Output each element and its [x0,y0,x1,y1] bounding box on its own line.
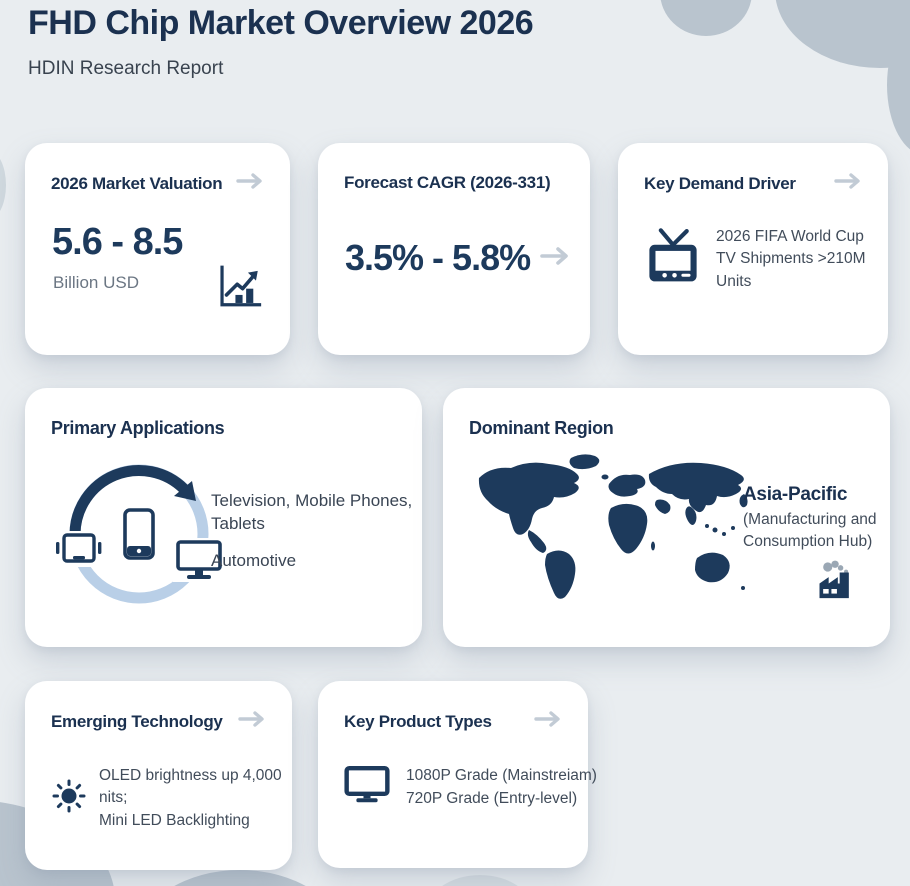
circular-arrow-icon [69,465,188,535]
background-blob [0,150,6,220]
arrow-right-icon [534,711,562,732]
background-blob [887,15,910,155]
device-cycle-diagram [51,446,227,627]
arrow-right-icon [540,246,570,270]
monitor-icon [173,538,225,582]
card-forecast-cagr: Forecast CAGR (2026-331) 3.5% - 5.8% [318,143,590,355]
applications-line2: Automotive [211,550,297,570]
card-demand-driver: Key Demand Driver 2026 FIFA Wo [618,143,888,355]
products-line2: 720P Grade (Entry-level) [406,789,578,807]
card-title: Dominant Region [469,418,614,438]
cagr-value: 3.5% - 5.8% [345,237,531,278]
valuation-value: 5.6 - 8.5 [52,221,183,263]
applications-line1: Television, Mobile Phones, Tablets [211,491,413,533]
factory-icon [814,556,858,605]
card-product-types: Key Product Types 1080P Grade (Mainstrei… [318,681,597,868]
card-primary-applications: Primary Applications [25,388,422,647]
region-name: Asia-Pacific [743,484,848,505]
demand-line2: TV Shipments >210M Units [716,250,866,290]
card-dominant-region: Dominant Region [443,388,890,647]
technology-line1: OLED brightness up 4,000 nits; [99,767,282,807]
card-title: Key Product Types [344,711,492,731]
monitor-icon [344,765,390,810]
page-subtitle: HDIN Research Report [28,58,224,79]
card-title: Primary Applications [51,418,225,438]
arrow-right-icon [238,711,266,732]
background-blob [425,875,535,886]
card-title: 2026 Market Valuation [51,173,223,193]
smartphone-icon [123,508,155,560]
products-line1: 1080P Grade (Mainstreiam) [406,767,597,785]
background-blob [140,870,340,886]
region-description: (Manufacturing and Consumption Hub) [743,511,877,550]
arrow-right-icon [834,173,862,194]
card-title: Emerging Technology [51,711,223,731]
card-market-valuation: 2026 Market Valuation 5.6 - 8.5 Billion … [25,143,290,355]
sun-led-icon [51,778,87,819]
card-emerging-technology: Emerging Technology OLED brightness [25,681,292,870]
tv-icon [644,225,702,294]
world-map [471,450,781,615]
tablet-icon [56,531,102,567]
technology-line2: Mini LED Backlighting [99,811,250,829]
card-title: Key Demand Driver [644,173,796,193]
demand-line1: 2026 FIFA World Cup [716,227,864,245]
page-title: FHD Chip Market Overview 2026 [28,4,534,42]
bar-chart-growth-icon [214,261,264,316]
card-title: Forecast CAGR (2026-331) [344,173,551,192]
background-blob [660,0,752,36]
arrow-right-icon [236,173,264,194]
valuation-unit: Billion USD [53,273,139,292]
